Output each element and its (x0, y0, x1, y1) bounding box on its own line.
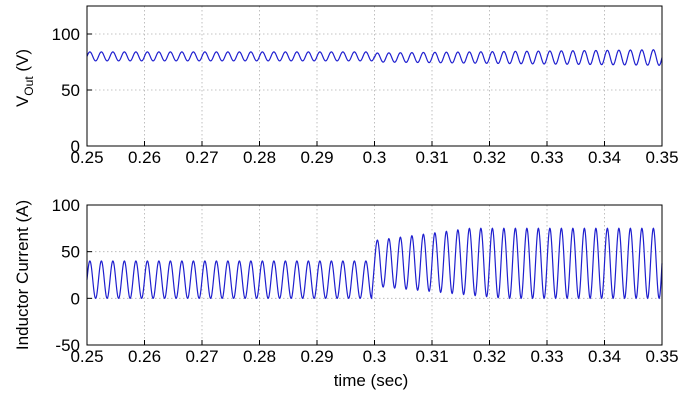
voltage-x-tick-label: 0.35 (645, 148, 678, 167)
current-x-tick-label: 0.26 (128, 347, 161, 366)
current-x-tick-label: 0.34 (588, 347, 621, 366)
voltage-x-tick-label: 0.28 (243, 148, 276, 167)
ylabel-sub: Out (22, 76, 36, 96)
current-x-tick-label: 0.3 (363, 347, 387, 366)
current-y-tick-label: 100 (52, 196, 80, 215)
current-panel: 0.25 0.26 0.27 0.28 0.29 0.3 0.31 0.32 0.33 0.34 0… (13, 196, 679, 390)
voltage-y-tick-label: 0 (71, 137, 80, 156)
voltage-x-tick-label: 0.33 (530, 148, 563, 167)
ylabel-main: V (13, 95, 32, 107)
x-axis-label: time (sec) (334, 371, 409, 390)
current-x-tick-label: 0.29 (300, 347, 333, 366)
voltage-y-tick-label: 50 (61, 81, 80, 100)
current-x-tick-label: 0.27 (185, 347, 218, 366)
current-x-tick-label: 0.33 (530, 347, 563, 366)
current-y-tick-label: 50 (61, 243, 80, 262)
current-x-tick-label: 0.35 (645, 347, 678, 366)
current-x-tick-label: 0.25 (70, 347, 103, 366)
voltage-x-tick-label: 0.31 (415, 148, 448, 167)
voltage-x-tick-label: 0.26 (128, 148, 161, 167)
voltage-panel: 0.25 0.26 0.27 0.28 0.29 0.3 0.31 0.32 0.33 0.34 0… (13, 5, 679, 167)
vout-series-line (86, 49, 663, 66)
voltage-x-tick-label: 0.34 (588, 148, 621, 167)
current-y-tick-label: -50 (55, 336, 80, 355)
inductor-current-series-line (86, 227, 663, 300)
ylabel-unit: (V) (13, 49, 32, 76)
voltage-y-tick-label: 100 (52, 25, 80, 44)
voltage-x-tick-label: 0.32 (473, 148, 506, 167)
current-y-axis-label: Inductor Current (A) (13, 200, 32, 350)
current-x-tick-label: 0.28 (243, 347, 276, 366)
voltage-x-tick-label: 0.27 (185, 148, 218, 167)
voltage-y-axis-label: VOut (V) (13, 49, 36, 107)
current-y-tick-label: 0 (71, 289, 80, 308)
voltage-x-tick-label: 0.29 (300, 148, 333, 167)
voltage-x-tick-label: 0.25 (70, 148, 103, 167)
current-x-tick-label: 0.31 (415, 347, 448, 366)
current-x-tick-label: 0.32 (473, 347, 506, 366)
voltage-x-tick-label: 0.3 (363, 148, 387, 167)
